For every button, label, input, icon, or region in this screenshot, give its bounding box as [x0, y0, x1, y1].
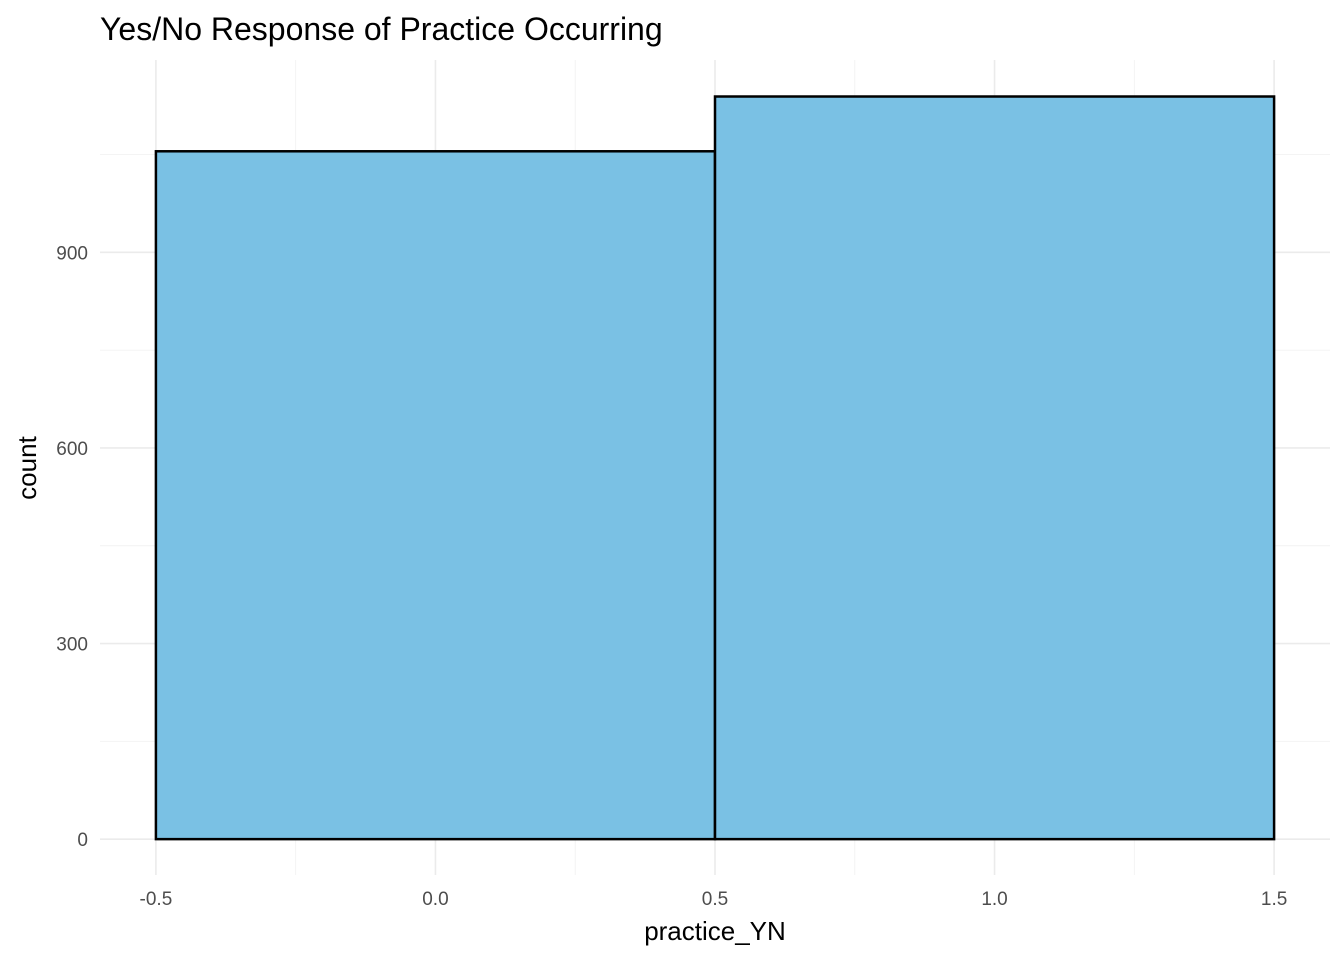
x-tick-label-3: 1.0: [981, 889, 1007, 910]
bars: [154, 95, 1276, 841]
y-tick-label-2: 600: [56, 439, 88, 460]
y-tick-label-0: 0: [77, 830, 88, 851]
x-tick-label-2: 0.5: [702, 889, 728, 910]
x-tick-label-0: -0.5: [140, 889, 173, 910]
histogram-bar-0: [154, 150, 717, 841]
chart-title: Yes/No Response of Practice Occurring: [100, 11, 663, 47]
y-tick-label-1: 300: [56, 635, 88, 656]
x-tick-label-1: 0.0: [422, 889, 448, 910]
y-tick-label-3: 900: [56, 243, 88, 264]
x-tick-label-4: 1.5: [1261, 889, 1287, 910]
y-tick-labels: 0 300 600 900: [56, 243, 88, 851]
y-axis-title: count: [12, 435, 42, 499]
x-axis-title: practice_YN: [644, 916, 786, 946]
histogram-bar-1: [713, 95, 1276, 841]
x-tick-labels: -0.5 0.0 0.5 1.0 1.5: [140, 889, 1288, 910]
